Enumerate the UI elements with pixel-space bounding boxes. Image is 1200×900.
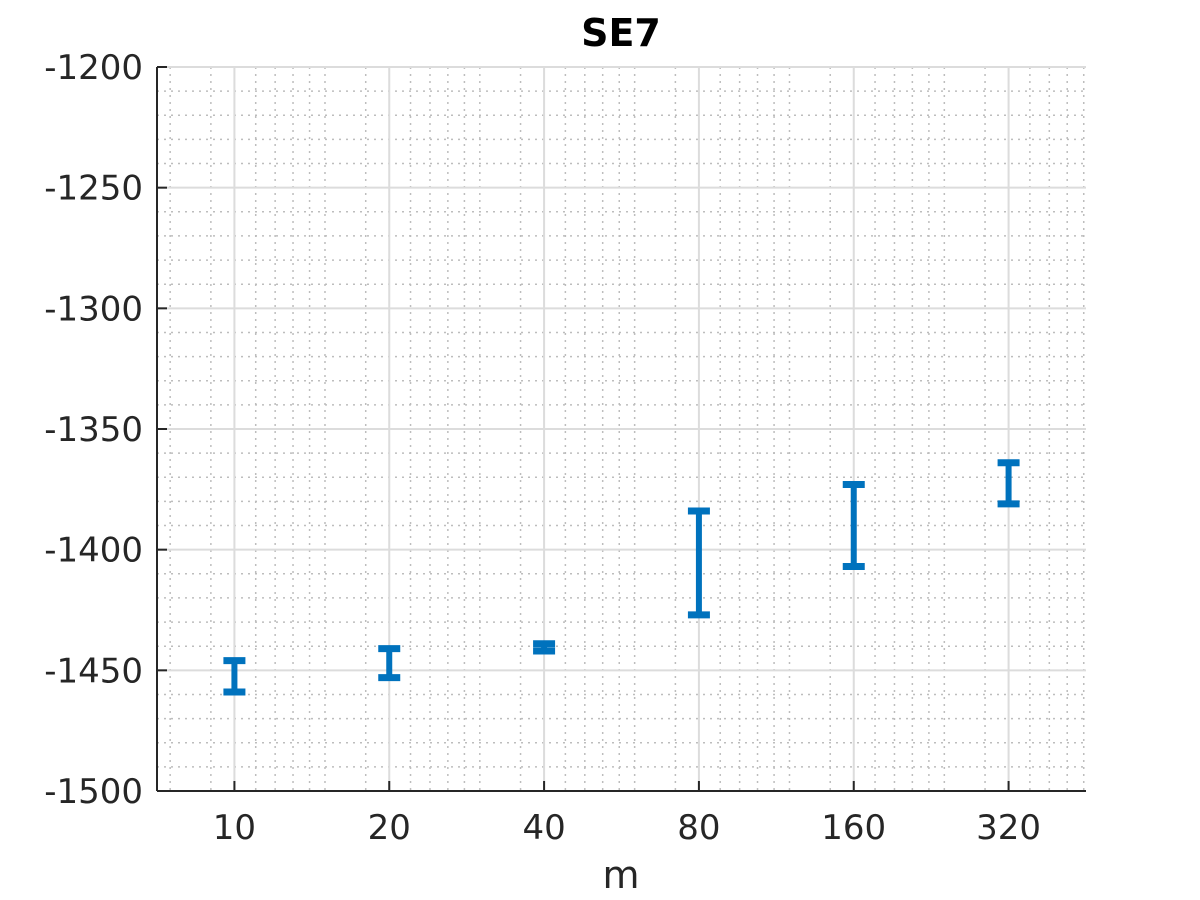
y-tick-label: -1250 — [44, 169, 143, 209]
x-tick-label: 80 — [677, 808, 720, 848]
errorbar-series — [223, 459, 1020, 696]
errorbar — [687, 507, 710, 619]
x-tick-label: 160 — [821, 808, 886, 848]
y-tick-label: -1200 — [44, 48, 143, 88]
y-tick-label: -1400 — [44, 531, 143, 571]
y-tick-label: -1450 — [44, 651, 143, 691]
axes-layer — [156, 66, 1086, 792]
tick-labels: -1200 -1250 -1300 -1350 -1400 -1450 -1500 10 20 4… — [44, 48, 1041, 848]
y-tick-label: -1500 — [44, 772, 143, 812]
grid-layer — [157, 66, 1086, 792]
errorbar — [533, 640, 556, 655]
y-tick-label: -1300 — [44, 289, 143, 329]
x-axis-label: m — [602, 853, 639, 897]
chart-title: SE7 — [581, 11, 661, 55]
errorbar — [378, 645, 401, 682]
x-tick-label: 40 — [522, 808, 565, 848]
errorbar — [223, 657, 246, 696]
x-tick-label: 320 — [976, 808, 1041, 848]
x-tick-label: 20 — [368, 808, 411, 848]
errorbar — [842, 481, 865, 571]
errorbar — [997, 459, 1020, 508]
x-tick-label: 10 — [213, 808, 256, 848]
y-tick-label: -1350 — [44, 410, 143, 450]
